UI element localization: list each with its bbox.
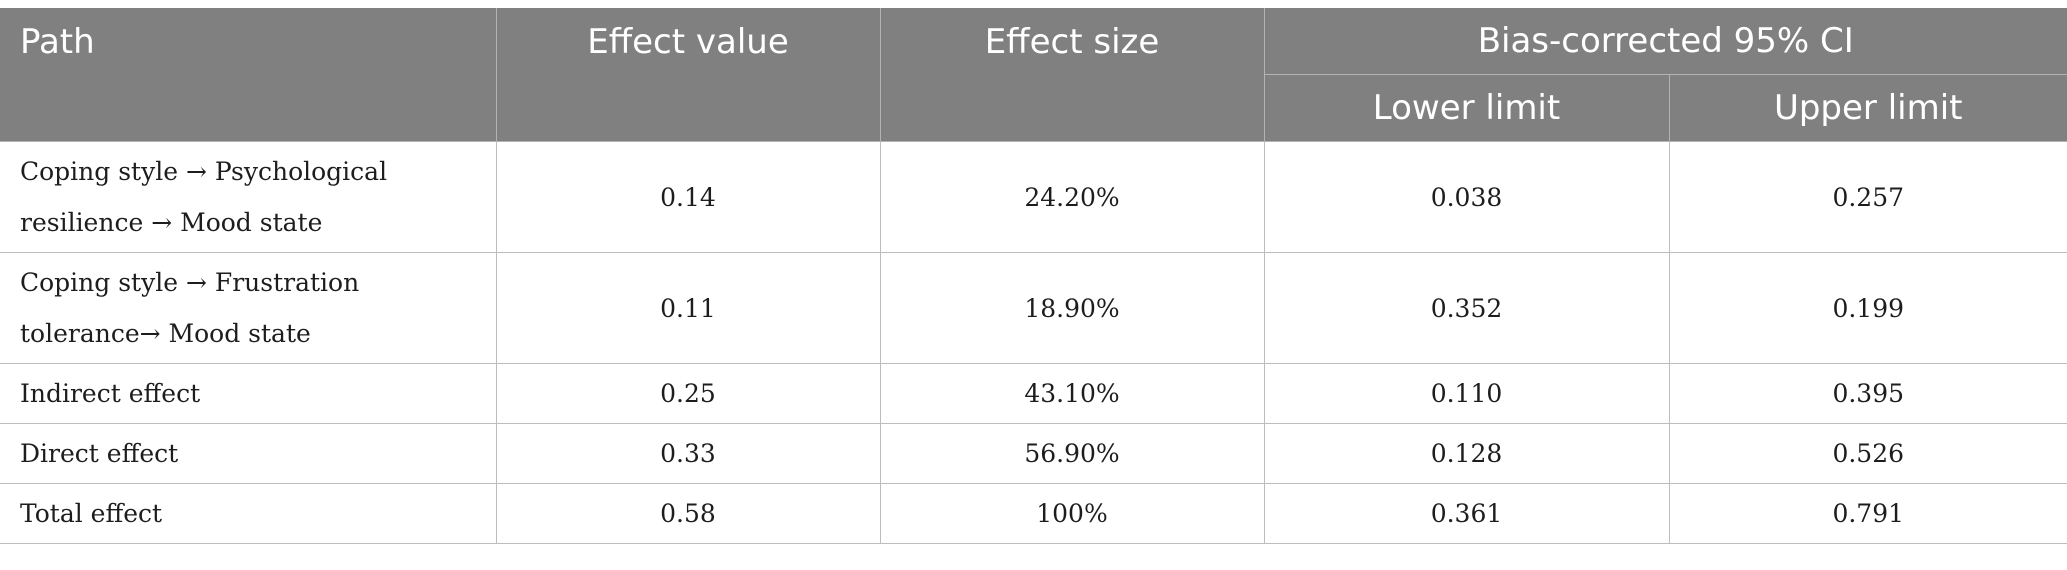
cell-effect-size: 24.20% [879,141,1265,253]
cell-effect-value: 0.33 [495,423,881,484]
cell-effect-value: 0.58 [495,483,881,544]
cell-effect-value: 0.25 [495,363,881,424]
table-row: Indirect effect 0.25 43.10% 0.110 0.395 [0,363,2067,424]
header-effect-size: Effect size [879,8,1265,142]
cell-lower-limit: 0.128 [1263,423,1670,484]
cell-lower-limit: 0.038 [1263,141,1670,253]
cell-lower-limit: 0.361 [1263,483,1670,544]
table-row: Coping style → Psychological resilience … [0,141,2067,253]
table-header: Path Effect value Effect size Bias-corre… [0,8,2067,142]
cell-lower-limit: 0.110 [1263,363,1670,424]
cell-effect-value: 0.11 [495,252,881,364]
cell-effect-value: 0.14 [495,141,881,253]
header-path: Path [0,8,497,142]
cell-upper-limit: 0.257 [1668,141,2067,253]
header-row-2: Lower limit Upper limit [0,74,2067,142]
cell-effect-size: 43.10% [879,363,1265,424]
table-body: Coping style → Psychological resilience … [0,141,2067,544]
cell-upper-limit: 0.791 [1668,483,2067,544]
header-ci-group: Bias-corrected 95% CI [1263,8,2067,75]
table-row: Total effect 0.58 100% 0.361 0.791 [0,483,2067,544]
cell-path: Coping style → Frustration tolerance→ Mo… [0,252,497,364]
header-row-1: Path Effect value Effect size Bias-corre… [0,8,2067,142]
cell-path: Total effect [0,483,497,544]
cell-effect-size: 100% [879,483,1265,544]
cell-path: Direct effect [0,423,497,484]
header-upper-limit: Upper limit [1668,74,2067,142]
cell-path: Indirect effect [0,363,497,424]
table-row: Direct effect 0.33 56.90% 0.128 0.526 [0,423,2067,484]
cell-path: Coping style → Psychological resilience … [0,141,497,253]
header-lower-limit: Lower limit [1263,74,1670,142]
cell-effect-size: 56.90% [879,423,1265,484]
cell-effect-size: 18.90% [879,252,1265,364]
cell-upper-limit: 0.526 [1668,423,2067,484]
mediation-effects-table: Path Effect value Effect size Bias-corre… [0,8,2067,544]
cell-upper-limit: 0.199 [1668,252,2067,364]
table-row: Coping style → Frustration tolerance→ Mo… [0,252,2067,364]
header-effect-value: Effect value [495,8,881,142]
cell-upper-limit: 0.395 [1668,363,2067,424]
cell-lower-limit: 0.352 [1263,252,1670,364]
